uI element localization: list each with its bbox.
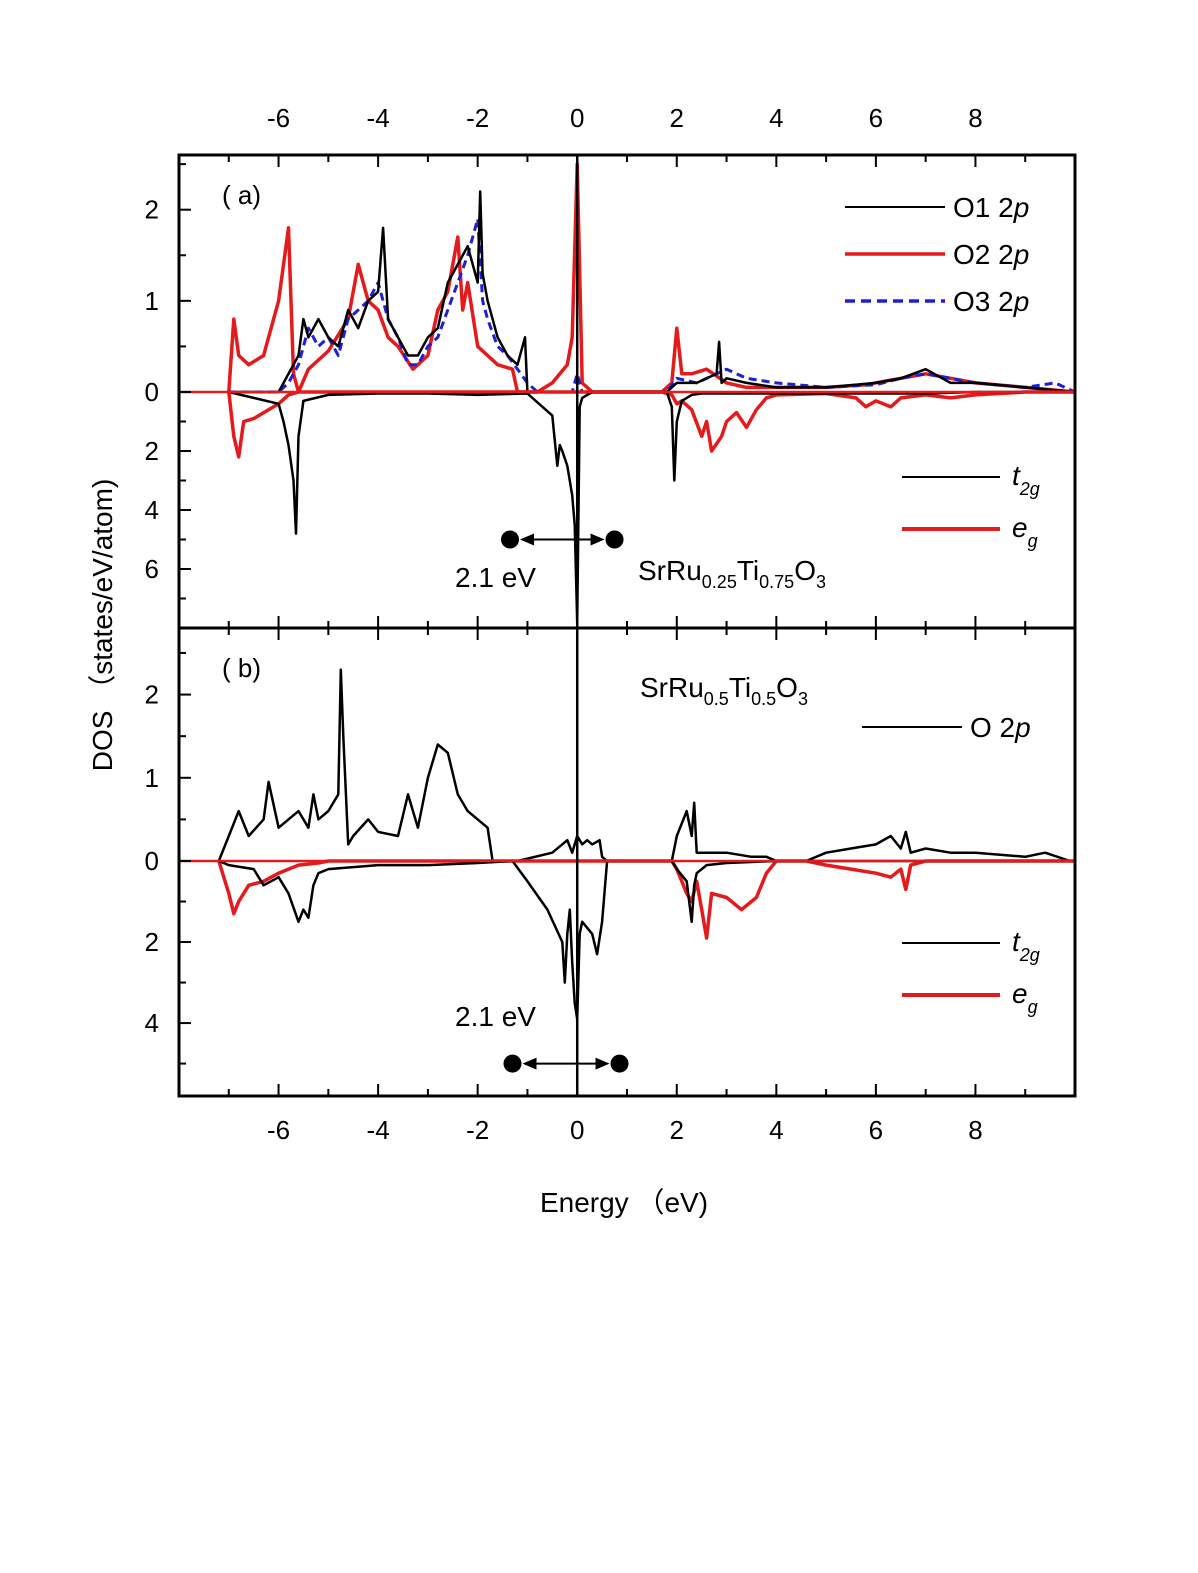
gap-label: 2.1 eV [455, 1001, 536, 1032]
legend-label-italic: p [1013, 286, 1030, 317]
legend-label-italic: p [1013, 239, 1030, 270]
plot-frame-layer [177, 153, 1077, 1098]
x-tick-label-top: 6 [869, 103, 883, 133]
x-tick-label-bottom: 2 [670, 1115, 684, 1145]
legend-label: eg [1012, 978, 1038, 1017]
legend-label: t2g [1012, 926, 1040, 965]
legend-label-subscript: 2g [1019, 479, 1040, 499]
panel-0-series-2 [228, 190, 1075, 394]
plot-text-layer: Energy （eV) DOS （states/eV/atom) 2 1 0 2 4 6 (… [87, 103, 1040, 1218]
legend-label-text: O 2 [970, 712, 1015, 743]
compound-text: O [776, 672, 798, 703]
gap-endpoint-dot [610, 1054, 629, 1073]
legend-label-italic: p [1013, 192, 1030, 223]
gap-label: 2.1 eV [455, 562, 536, 593]
panel-0-data [179, 162, 1075, 624]
plot-data-layer [179, 162, 1075, 1021]
gap-endpoint-dot [503, 1054, 522, 1073]
compound-text: Ti [729, 672, 751, 703]
x-tick-label-bottom: 6 [869, 1115, 883, 1145]
x-tick-label-bottom: 4 [769, 1115, 783, 1145]
panel-1-series-1 [217, 859, 1075, 940]
panel-label: ( b) [222, 653, 261, 683]
legend-label: O3 2p [953, 286, 1029, 317]
panel-0-series-1 [228, 217, 1075, 394]
gap-endpoint-dot [605, 530, 624, 549]
panel-1-series-2 [218, 859, 1075, 1021]
legend-label-subscript: g [1028, 997, 1038, 1017]
x-tick-label-top: 4 [769, 103, 783, 133]
y-tick-label: 0 [145, 846, 159, 876]
x-axis-title: Energy （eV) [540, 1187, 708, 1218]
y-tick-label: 2 [145, 927, 159, 957]
x-tick-label-top: 8 [968, 103, 982, 133]
legend-label: O1 2p [953, 192, 1029, 223]
y-tick-label: 1 [145, 286, 159, 316]
legend-label-text: O1 2 [953, 192, 1014, 223]
y-tick-label: 0 [145, 377, 159, 407]
x-tick-label-top: -6 [267, 103, 290, 133]
legend-label: eg [1012, 512, 1038, 551]
compound-subscript: 0.5 [751, 689, 776, 709]
gap-arrow-head-left [522, 1057, 537, 1070]
legend-label: O 2p [970, 712, 1031, 743]
y-tick-label: 6 [145, 554, 159, 584]
x-tick-label-bottom: -6 [267, 1115, 290, 1145]
y-tick-label: 2 [145, 436, 159, 466]
legend-label-italic: t [1012, 926, 1021, 957]
x-tick-label-top: 2 [670, 103, 684, 133]
legend-label-text: O3 2 [953, 286, 1014, 317]
x-tick-label-bottom: 8 [968, 1115, 982, 1145]
compound-subscript: 0.25 [702, 572, 737, 592]
legend-label-italic: e [1012, 512, 1028, 543]
x-tick-label-top: -2 [466, 103, 489, 133]
compound-subscript: 0.75 [759, 572, 794, 592]
legend-label-subscript: 2g [1019, 945, 1040, 965]
legend-label-subscript: g [1028, 531, 1038, 551]
compound-text: SrRu [638, 555, 702, 586]
x-tick-label-bottom: -4 [367, 1115, 390, 1145]
legend-label: O2 2p [953, 239, 1029, 270]
x-tick-label-bottom: -2 [466, 1115, 489, 1145]
compound-label: SrRu0.5Ti0.5O3 [640, 672, 808, 709]
panel-0-series-3 [227, 390, 1075, 459]
legend-label-italic: p [1014, 712, 1031, 743]
compound-text: O [794, 555, 816, 586]
panel-label: ( a) [222, 180, 261, 210]
compound-label: SrRu0.25Ti0.75O3 [638, 555, 826, 592]
y-tick-label: 4 [145, 495, 159, 525]
panel-0-series-0 [227, 162, 1075, 394]
x-tick-label-top: -4 [367, 103, 390, 133]
compound-text: Ti [737, 555, 759, 586]
panel-1-series-0 [217, 668, 1071, 863]
panel-0-series-4 [228, 390, 1075, 624]
x-tick-label-top: 0 [570, 103, 584, 133]
y-tick-label: 4 [145, 1008, 159, 1038]
compound-subscript: 3 [816, 572, 826, 592]
y-axis-title: DOS （states/eV/atom) [87, 479, 118, 772]
legend-label-italic: e [1012, 978, 1028, 1009]
compound-subscript: 3 [798, 689, 808, 709]
panel-1-data [179, 668, 1075, 1021]
x-tick-label-bottom: 0 [570, 1115, 584, 1145]
y-tick-label: 1 [145, 763, 159, 793]
compound-text: SrRu [640, 672, 704, 703]
y-tick-label: 2 [145, 195, 159, 225]
gap-arrow-head-right [590, 533, 605, 546]
legend-label-italic: t [1012, 460, 1021, 491]
compound-subscript: 0.5 [704, 689, 729, 709]
gap-arrow-head-right [595, 1057, 610, 1070]
legend-label: t2g [1012, 460, 1040, 499]
legend-label-text: O2 2 [953, 239, 1014, 270]
y-tick-label: 2 [145, 680, 159, 710]
gap-endpoint-dot [501, 530, 520, 549]
gap-arrow-head-left [520, 533, 535, 546]
